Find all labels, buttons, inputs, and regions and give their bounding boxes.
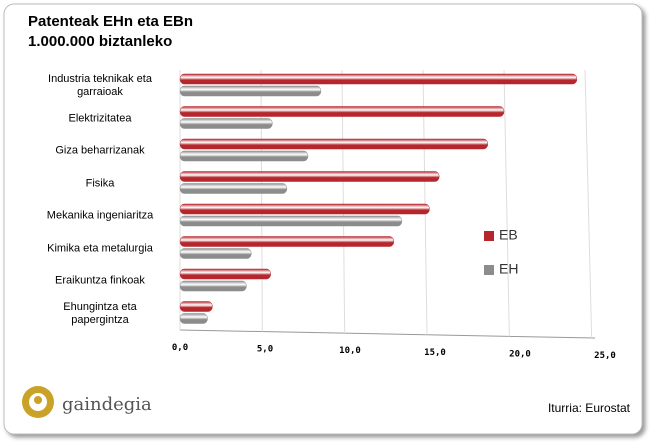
y-tick-label: Fisika xyxy=(35,177,165,190)
legend-swatch xyxy=(484,265,494,275)
bar xyxy=(180,107,504,117)
chart-title: Patenteak EHn eta EBn xyxy=(28,13,193,30)
logo-text: gaindegia xyxy=(62,394,152,415)
bar xyxy=(180,302,212,312)
bar xyxy=(180,172,439,182)
bar xyxy=(180,314,208,324)
source: Iturria: Eurostat xyxy=(548,401,631,415)
y-tick-label: Kimika eta metalurgia xyxy=(35,242,165,255)
y-tick-label: Giza beharrizanak xyxy=(35,145,165,158)
x-tick-label: 0,0 xyxy=(172,343,188,353)
legend-label: EH xyxy=(499,261,518,277)
bar xyxy=(180,216,402,226)
bar xyxy=(180,249,251,259)
x-tick-label: 25,0 xyxy=(594,351,616,361)
y-tick-label: Eraikuntza finkoak xyxy=(35,275,165,288)
chart-subtitle: 1.000.000 biztanleko xyxy=(28,33,172,50)
bar xyxy=(180,74,577,84)
bar xyxy=(180,281,246,291)
bar xyxy=(180,151,308,161)
y-tick-label: Industria teknikak eta garraioak xyxy=(35,73,165,99)
bar xyxy=(180,269,271,279)
x-tick-label: 20,0 xyxy=(509,349,531,359)
bar xyxy=(180,119,272,129)
y-tick-label: Elektrizitatea xyxy=(35,112,165,125)
y-tick-label: Mekanika ingeniaritza xyxy=(35,210,165,223)
bar xyxy=(180,139,488,149)
x-tick-label: 5,0 xyxy=(257,345,273,355)
bar xyxy=(180,204,429,214)
x-tick-label: 10,0 xyxy=(339,346,361,356)
logo-mark xyxy=(34,396,42,404)
x-tick-label: 15,0 xyxy=(424,348,446,358)
bar xyxy=(180,86,321,96)
bar xyxy=(180,184,287,194)
legend-label: EB xyxy=(499,227,518,243)
y-tick-label: Ehungintza eta papergintza xyxy=(35,301,165,327)
bar xyxy=(180,237,394,247)
legend-swatch xyxy=(484,231,494,241)
